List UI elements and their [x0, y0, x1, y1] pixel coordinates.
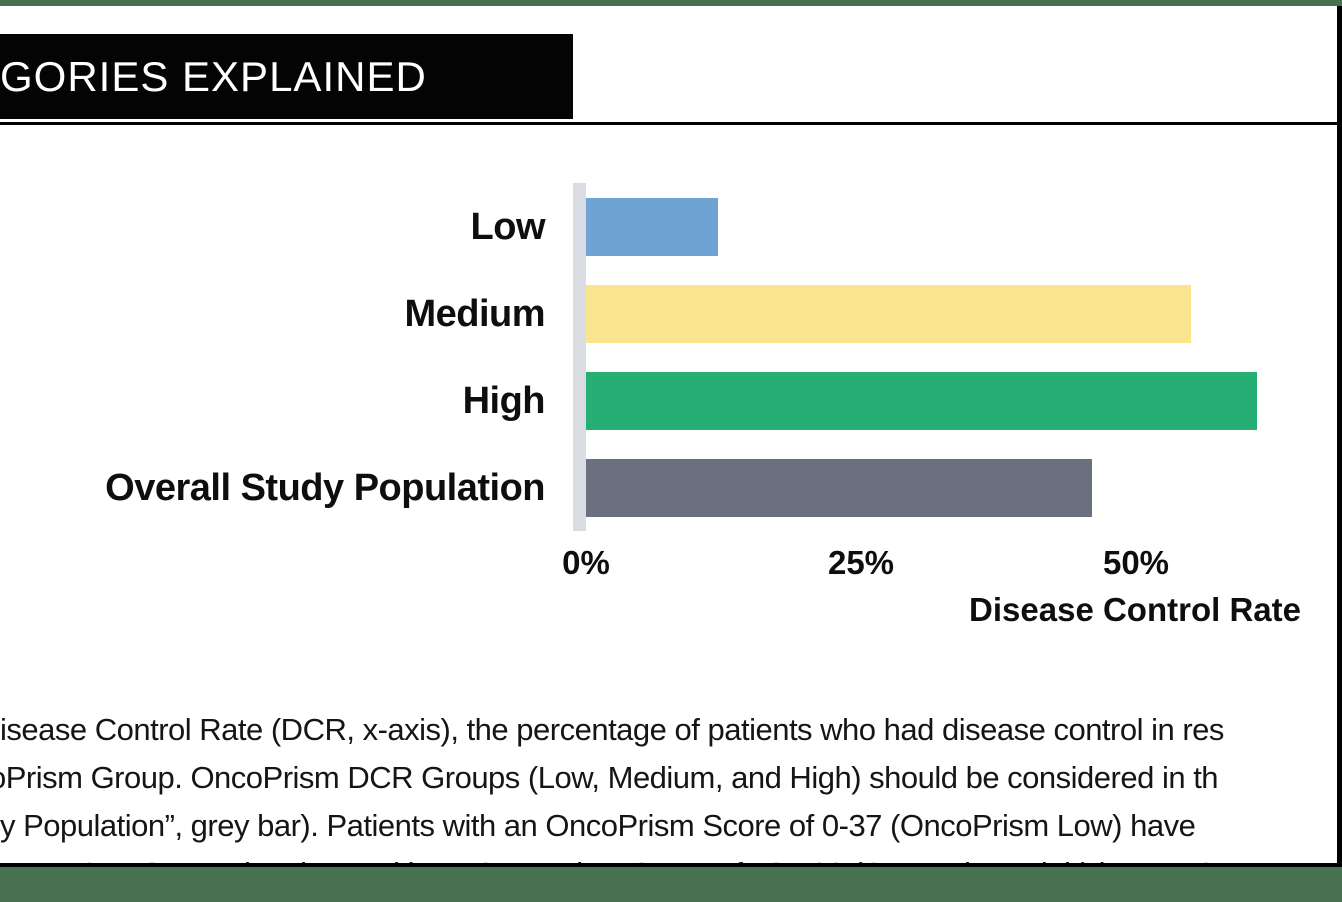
caption-line: oPrism Group. OncoPrism DCR Groups (Low,…: [0, 760, 1219, 795]
category-label: High: [462, 380, 546, 422]
x-tick-label: 25%: [827, 544, 895, 581]
title-banner: GORIES EXPLAINED: [0, 34, 573, 119]
x-tick-label: 0%: [562, 544, 610, 581]
y-axis-strip: [573, 183, 586, 531]
bar-chart: Low Medium High Overall Study Population 0%…: [0, 6, 1337, 863]
divider-rule: [0, 122, 1337, 125]
bar: [586, 459, 1092, 517]
bar: [586, 285, 1191, 343]
x-axis-label: Disease Control Rate: [969, 591, 1301, 628]
x-tick-label: 50%: [1102, 544, 1170, 581]
bar: [586, 198, 718, 256]
page-title: GORIES EXPLAINED: [0, 52, 427, 100]
category-label: Overall Study Population: [105, 467, 545, 509]
content-panel: GORIES EXPLAINED Low Medium High Overall St…: [0, 6, 1342, 867]
bar: [586, 372, 1257, 430]
category-label: Medium: [404, 293, 545, 335]
caption-line: e a 55% DCR, and patients with an OncoPr…: [0, 850, 1337, 863]
caption: isease Control Rate (DCR, x-axis), the p…: [0, 706, 1337, 863]
caption-line: isease Control Rate (DCR, x-axis), the p…: [0, 712, 1224, 747]
category-label: Low: [470, 206, 546, 248]
footer-band: [0, 867, 1342, 902]
caption-line: y Population”, grey bar). Patients with …: [0, 808, 1196, 843]
